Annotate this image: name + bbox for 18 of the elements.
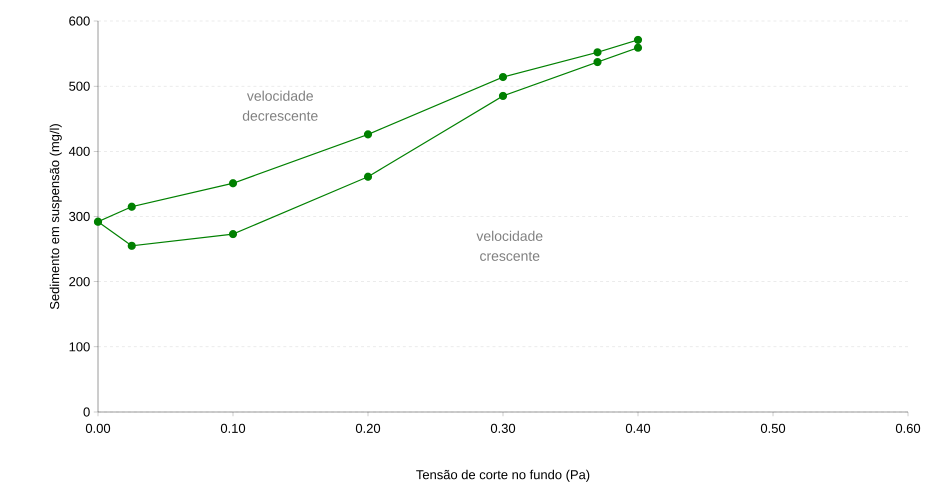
x-tick-label: 0.50 xyxy=(760,424,786,433)
y-tick-label: 100 xyxy=(70,342,90,352)
y-tick-label: 300 xyxy=(69,212,90,222)
x-tick-label: 0.30 xyxy=(490,424,516,433)
x-tick-label: 0.00 xyxy=(86,424,110,433)
x-tick-label: 0.60 xyxy=(896,424,920,433)
y-tick-label: 0 xyxy=(84,407,90,417)
y-tick-label: 400 xyxy=(68,146,90,156)
annotation: velocidade crescente xyxy=(476,230,542,261)
x-tick-label: 0.40 xyxy=(626,424,650,433)
annotation: velocidade decrescente xyxy=(242,90,318,121)
x-tick-label: 0.10 xyxy=(220,424,246,433)
y-axis-title: Sedimento em suspensão (mg/l) xyxy=(50,124,62,310)
x-tick-label: 0.20 xyxy=(356,424,380,433)
y-tick-label: 600 xyxy=(69,16,90,26)
x-axis-title: Tensão de corte no fundo (Pa) xyxy=(416,470,590,482)
y-tick-label: 200 xyxy=(69,277,90,286)
y-tick-label: 500 xyxy=(69,82,90,91)
